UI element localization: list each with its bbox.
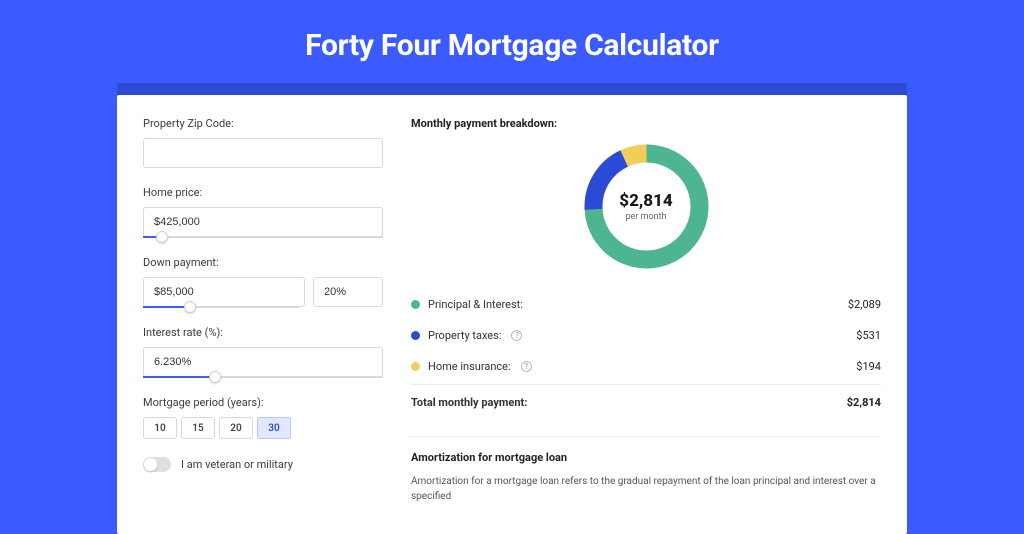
card-container: Property Zip Code: Home price: Down paym… xyxy=(117,83,907,534)
legend: Principal & Interest: $2,089 Property taxe… xyxy=(411,289,881,382)
slider-thumb[interactable] xyxy=(184,301,196,313)
donut-chart: $2,814 per month xyxy=(584,144,709,269)
legend-row-2: Home insurance:? $194 xyxy=(411,351,881,382)
page-title: Forty Four Mortgage Calculator xyxy=(0,28,1024,63)
legend-row-0: Principal & Interest: $2,089 xyxy=(411,289,881,320)
slider-thumb[interactable] xyxy=(209,371,221,383)
home-price-slider[interactable] xyxy=(143,236,383,238)
veteran-row: I am veteran or military xyxy=(143,457,383,472)
legend-label: Property taxes: xyxy=(428,329,501,342)
field-interest: Interest rate (%): xyxy=(143,326,383,378)
total-label: Total monthly payment: xyxy=(411,396,527,409)
home-price-input[interactable] xyxy=(143,207,383,237)
page-header: Forty Four Mortgage Calculator xyxy=(0,0,1024,83)
period-option-20[interactable]: 20 xyxy=(219,417,253,439)
legend-dot-icon xyxy=(411,300,420,309)
legend-value: $194 xyxy=(856,360,881,373)
form-column: Property Zip Code: Home price: Down paym… xyxy=(143,117,383,504)
legend-label: Home insurance: xyxy=(428,360,511,373)
slider-thumb[interactable] xyxy=(156,231,168,243)
amortization-section: Amortization for mortgage loan Amortizat… xyxy=(411,436,881,504)
info-icon[interactable]: ? xyxy=(521,361,532,372)
legend-dot-icon xyxy=(411,362,420,371)
home-price-label: Home price: xyxy=(143,186,383,199)
donut-amount: $2,814 xyxy=(619,191,672,211)
legend-row-1: Property taxes:? $531 xyxy=(411,320,881,351)
calculator-card: Property Zip Code: Home price: Down paym… xyxy=(117,95,907,534)
down-payment-input[interactable] xyxy=(143,277,305,307)
zip-label: Property Zip Code: xyxy=(143,117,383,130)
veteran-toggle[interactable] xyxy=(143,457,171,472)
donut-center: $2,814 per month xyxy=(584,144,709,269)
legend-label: Principal & Interest: xyxy=(428,298,523,311)
period-option-10[interactable]: 10 xyxy=(143,417,177,439)
veteran-label: I am veteran or military xyxy=(181,458,293,471)
amortization-text: Amortization for a mortgage loan refers … xyxy=(411,474,881,504)
down-payment-slider[interactable] xyxy=(143,306,299,308)
legend-value: $531 xyxy=(856,329,881,342)
field-down-payment: Down payment: xyxy=(143,256,383,308)
zip-input[interactable] xyxy=(143,138,383,168)
interest-input[interactable] xyxy=(143,347,383,377)
amortization-title: Amortization for mortgage loan xyxy=(411,451,881,464)
interest-slider[interactable] xyxy=(143,376,383,378)
legend-dot-icon xyxy=(411,331,420,340)
down-payment-label: Down payment: xyxy=(143,256,383,269)
legend-value: $2,089 xyxy=(848,298,881,311)
period-label: Mortgage period (years): xyxy=(143,396,383,409)
total-row: Total monthly payment: $2,814 xyxy=(411,384,881,418)
toggle-knob xyxy=(144,458,157,471)
field-zip: Property Zip Code: xyxy=(143,117,383,168)
interest-label: Interest rate (%): xyxy=(143,326,383,339)
period-option-15[interactable]: 15 xyxy=(181,417,215,439)
breakdown-column: Monthly payment breakdown: $2,814 per mo… xyxy=(411,117,881,504)
down-payment-pct-input[interactable] xyxy=(313,277,383,307)
period-button-group: 10152030 xyxy=(143,417,383,439)
total-value: $2,814 xyxy=(847,396,881,409)
donut-chart-wrap: $2,814 per month xyxy=(411,144,881,269)
breakdown-title: Monthly payment breakdown: xyxy=(411,117,881,130)
field-period: Mortgage period (years): 10152030 xyxy=(143,396,383,439)
donut-sub: per month xyxy=(625,212,666,222)
period-option-30[interactable]: 30 xyxy=(257,417,291,439)
field-home-price: Home price: xyxy=(143,186,383,238)
info-icon[interactable]: ? xyxy=(511,330,522,341)
